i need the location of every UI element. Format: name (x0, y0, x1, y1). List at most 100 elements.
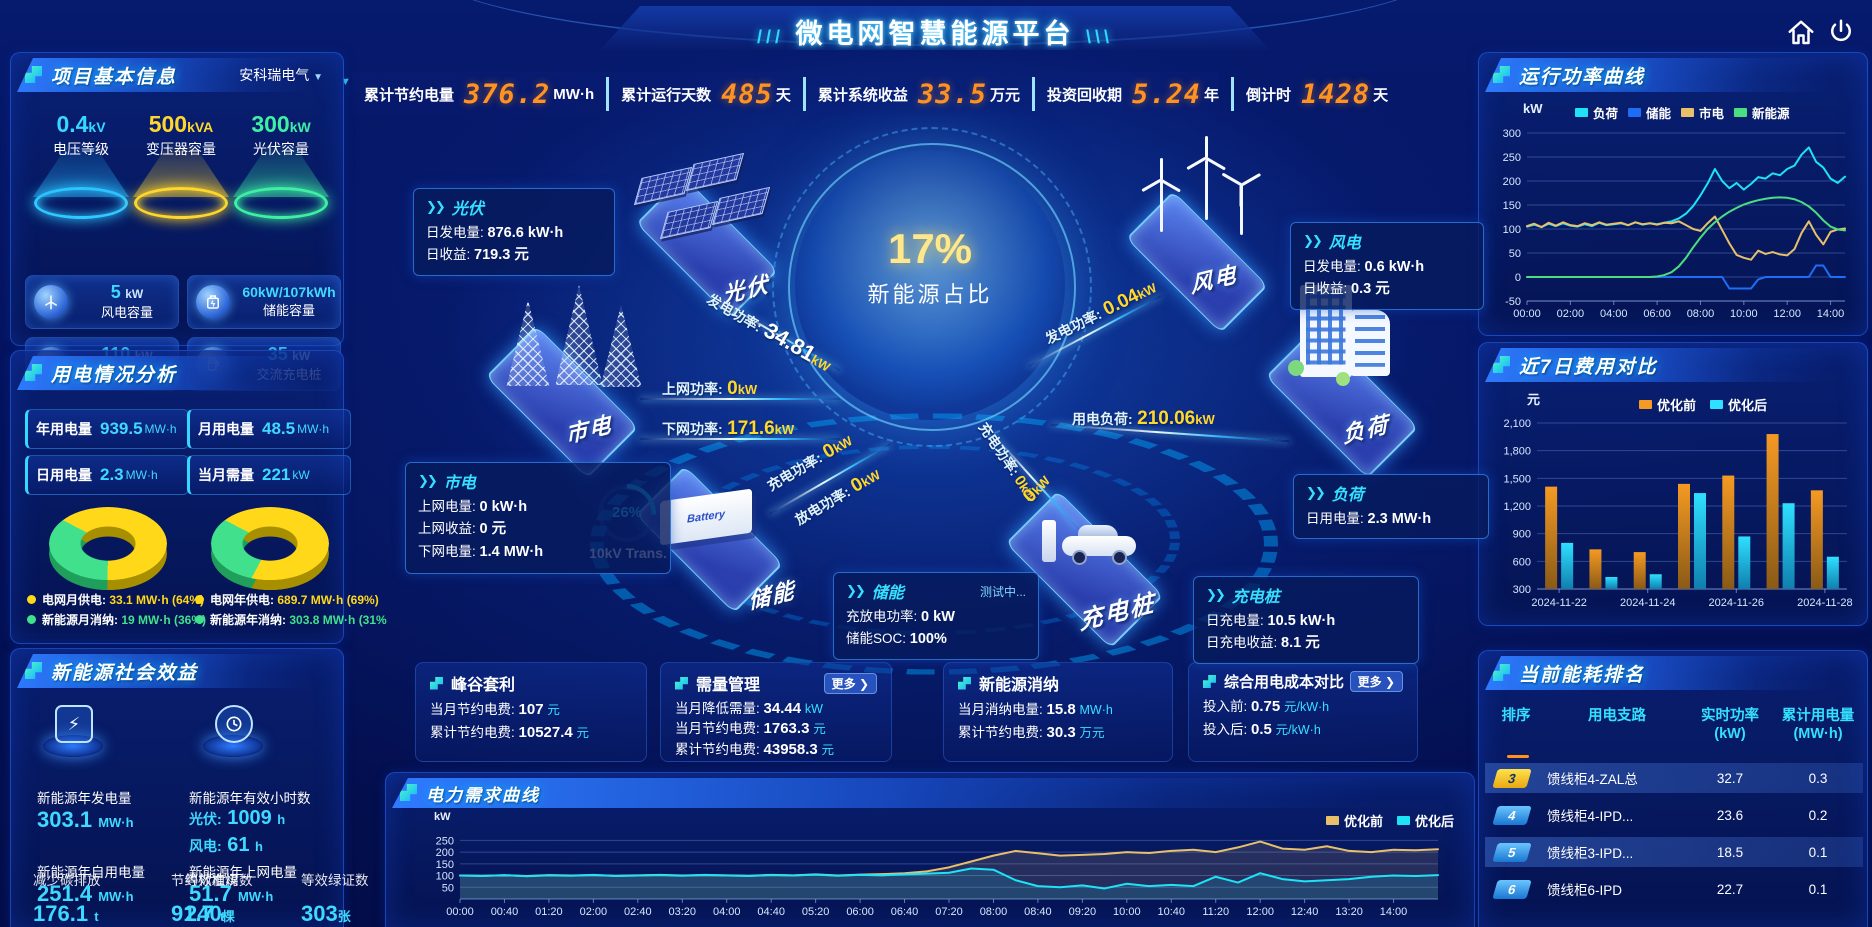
legend-item[interactable]: 优化后 (1710, 395, 1767, 414)
power-curve-panel: 运行功率曲线 kW 负荷 储能 市电 新能源 -50 0 50 100 150 200 250 30… (1478, 52, 1868, 336)
gen-value: 303.1 MW·h (37, 807, 134, 832)
legend-swatch (1325, 816, 1339, 825)
usage-analysis-header: 用电情况分析 (17, 356, 337, 390)
svg-text:50: 50 (442, 882, 454, 894)
donut-top (49, 507, 167, 581)
ranking-header: 当前能耗排名 (1485, 656, 1861, 690)
ranking-table-row[interactable]: 3 馈线柜4-ZAL总 32.7 0.3 (1485, 763, 1863, 793)
svg-text:02:40: 02:40 (624, 906, 652, 918)
legend-swatch (1639, 400, 1652, 409)
title-band: /// 微电网智慧能源平台 \\\ (600, 6, 1270, 50)
legend-item[interactable]: 优化后 (1396, 811, 1454, 830)
legend-swatch (1396, 816, 1410, 825)
kpi-saved-energy: 累计节约电量 376.2 MW·h (364, 78, 595, 110)
donut-top (211, 507, 329, 581)
svg-text:05:20: 05:20 (802, 906, 830, 918)
month-usage-chip: 月用电量 48.5 MW·h (187, 409, 351, 449)
svg-text:600: 600 (1513, 556, 1531, 568)
ranking-table-header: 排序 用电支路 实时功率 (kW) 累计用电量 (MW·h) (1501, 708, 1855, 743)
load-info-card: ❯❯ 负荷 日用电量: 2.3 MW·h (1293, 474, 1489, 540)
svg-text:00:00: 00:00 (446, 906, 474, 918)
svg-text:1,500: 1,500 (1503, 473, 1531, 485)
rank-badge: 4 (1492, 805, 1532, 825)
ranking-table-row[interactable]: 5 馈线柜3-IPD... 18.5 0.1 (1485, 837, 1863, 867)
home-icon[interactable] (1786, 18, 1816, 53)
ranking-table-row[interactable]: 4 馈线柜4-IPD... 23.6 0.2 (1485, 800, 1863, 830)
pv-hours-value: 光伏: 1009 h (189, 807, 286, 829)
demand-curve-panel: 电力需求曲线 kW 优化前 优化后 50 100 150 200 250 00:00 00:4… (385, 772, 1475, 927)
realtime-power: 32.7 (1716, 770, 1744, 786)
card-corner-icon (675, 676, 688, 690)
demand-more-button[interactable]: 更多 ❯ (823, 672, 877, 694)
power-icon[interactable] (1826, 17, 1856, 52)
svg-text:04:40: 04:40 (757, 906, 785, 918)
green-benefit-title: 新能源社会效益 (51, 662, 199, 684)
kpi-payback-period: 投资回收期 5.24 年 (1031, 77, 1231, 111)
hours-label: 新能源年有效小时数 (189, 791, 311, 806)
demand-chart-legend: 优化前 优化后 (1325, 811, 1454, 830)
svg-text:300: 300 (1503, 128, 1521, 140)
legend-dot (27, 595, 36, 604)
legend-item[interactable]: 优化前 (1639, 395, 1696, 414)
company-selector[interactable]: 安科瑞电气 ▼ (239, 67, 323, 83)
svg-text:13:20: 13:20 (1335, 906, 1363, 918)
svg-text:00:00: 00:00 (1513, 308, 1541, 320)
svg-text:150: 150 (436, 859, 454, 871)
halo-ring (34, 187, 128, 219)
svg-text:2024-11-24: 2024-11-24 (1620, 597, 1675, 609)
realtime-power: 22.7 (1716, 881, 1744, 897)
legend-item[interactable]: 储能 (1628, 103, 1671, 122)
day-usage-chip: 日用电量 2.3 MW·h (25, 455, 189, 495)
green-benefit-panel: 新能源社会效益 ⚡ 新能源年发电量 303.1 MW·h 新能源年有效小时数 光… (10, 648, 369, 927)
load-power-flow: 用电负荷: 210.06kW (1072, 408, 1215, 429)
legend-item[interactable]: 优化前 (1325, 811, 1383, 830)
coal-label: 节约标准煤 (171, 873, 239, 888)
legend-item[interactable]: 新能源 (1734, 103, 1790, 122)
halo-ring (134, 187, 228, 219)
hours-pedestal (201, 705, 265, 757)
legend-swatch (1628, 108, 1642, 117)
svg-text:00:40: 00:40 (491, 906, 519, 918)
ranking-panel: 当前能耗排名 排序 用电支路 实时功率 (kW) 累计用电量 (MW·h) 3 馈线柜… (1478, 650, 1868, 927)
legend-green-month: 新能源月消纳: 19 MW·h (36%) (27, 611, 206, 628)
legend-grid-month: 电网月供电: 33.1 MW·h (64%) (27, 591, 204, 608)
chevron-right-icon: ❯❯ (418, 473, 438, 488)
power-curve-header: 运行功率曲线 (1485, 58, 1861, 92)
chevron-down-icon: ▼ (313, 72, 323, 83)
legend-dot (195, 595, 204, 604)
demand-chart: 50 100 150 200 250 00:00 00:40 01:20 02:00 02:40 0… (394, 825, 1454, 926)
power-curve-legend: 负荷 储能 市电 新能源 (1575, 103, 1790, 122)
svg-text:2024-11-28: 2024-11-28 (1797, 597, 1852, 609)
cost-chart-legend: 优化前 优化后 (1639, 395, 1767, 414)
demand-mgmt-card: 需量管理 更多 ❯ 当月降低需量: 34.44 kW 当月节约电费: 1763.… (660, 662, 892, 762)
card-corner-icon (430, 676, 443, 690)
cost-y-unit: 元 (1527, 392, 1541, 407)
svg-text:100: 100 (1503, 224, 1521, 236)
legend-item[interactable]: 负荷 (1575, 103, 1618, 122)
svg-text:10:00: 10:00 (1113, 906, 1141, 918)
svg-text:2024-11-26: 2024-11-26 (1709, 597, 1764, 609)
branch-name: 馈线柜4-IPD... (1547, 809, 1634, 824)
charger-info-card: ❯❯ 充电桩 日充电量: 10.5 kW·h 日充电收益: 8.1 元 (1193, 576, 1419, 664)
up-grid-flow: 上网功率: 0kW (662, 378, 758, 399)
svg-text:09:20: 09:20 (1069, 906, 1097, 918)
cert-value: 303张 (301, 901, 351, 926)
scroll-indicator (1507, 755, 1529, 758)
title-deco-right: \\\ (1086, 27, 1114, 47)
panel-corner-icon (1493, 356, 1510, 373)
legend-swatch (1734, 108, 1748, 117)
svg-text:14:00: 14:00 (1380, 906, 1408, 918)
svg-text:300: 300 (1513, 584, 1531, 596)
cost-more-button[interactable]: 更多 ❯ (1349, 671, 1403, 692)
cost-compare-header: 近7日费用对比 (1485, 348, 1861, 382)
svg-text:10:40: 10:40 (1158, 906, 1186, 918)
legend-swatch (1575, 108, 1588, 117)
peak-valley-card: 峰谷套利 当月节约电费: 107 元 累计节约电费: 10527.4 元 (415, 662, 647, 762)
stats-collapse-arrow[interactable]: ▼ (340, 76, 351, 88)
ranking-table-row[interactable]: 6 馈线柜6-IPD 22.7 0.1 (1485, 874, 1863, 904)
svg-text:04:00: 04:00 (1600, 308, 1628, 320)
clock-icon (215, 705, 253, 743)
svg-text:12:00: 12:00 (1246, 906, 1274, 918)
legend-item[interactable]: 市电 (1681, 103, 1724, 122)
title-deco-left: /// (756, 27, 784, 47)
